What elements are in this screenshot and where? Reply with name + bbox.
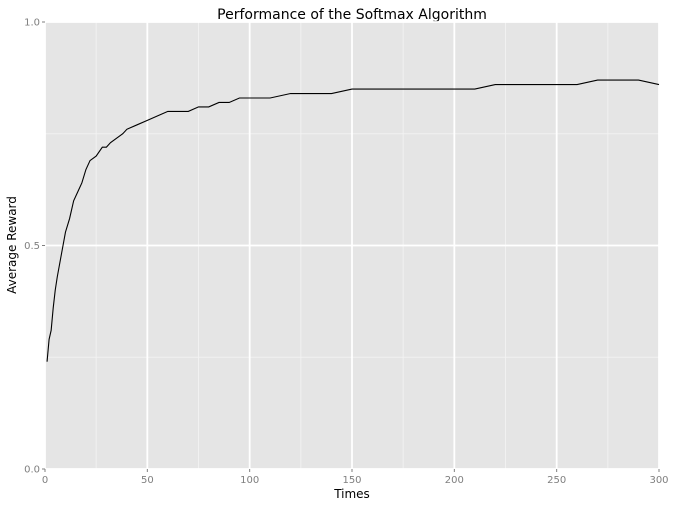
y-tick-label: 1.0 — [24, 18, 40, 29]
x-axis-title: Times — [333, 487, 370, 501]
x-tick-label: 0 — [42, 475, 48, 486]
x-tick-label: 200 — [445, 475, 464, 486]
average-reward-line — [46, 79, 660, 362]
x-axis-ticks: 0 50 100 150 200 250 300 — [42, 469, 669, 486]
y-axis-title: Average Reward — [5, 196, 19, 294]
x-tick-label: 50 — [141, 475, 154, 486]
x-tick-label: 150 — [342, 475, 361, 486]
chart-title: Performance of the Softmax Algorithm — [217, 7, 487, 23]
x-tick-label: 100 — [240, 475, 259, 486]
y-tick-label: 0.0 — [24, 465, 40, 476]
y-axis-ticks: 0.0 0.5 1.0 — [24, 18, 45, 476]
y-tick-label: 0.5 — [24, 241, 40, 252]
x-tick-label: 250 — [547, 475, 566, 486]
x-tick-label: 300 — [649, 475, 668, 486]
